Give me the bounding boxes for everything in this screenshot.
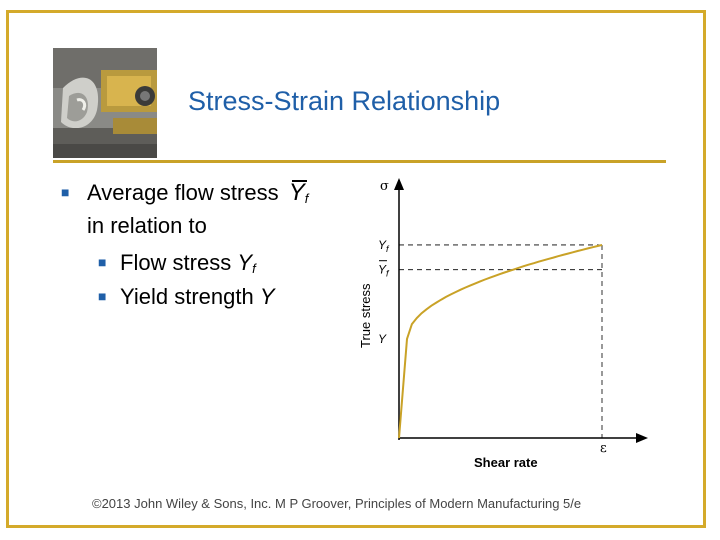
copyright-footer: ©2013 John Wiley & Sons, Inc. M P Groove… [92,496,582,511]
y-axis-label: True stress [358,283,373,348]
y-axis-arrow-icon [394,178,404,190]
bullet-yield-strength: ■ Yield strength Y [98,284,275,310]
x-axis-arrow-icon [636,433,648,443]
bullet-flow-stress: ■ Flow stress Yf [98,250,256,276]
y-marker-subscript: f [386,269,390,279]
flow-stress-chart: σ ε True stress Shear rate Yf Yf Y [358,178,648,470]
square-bullet-icon: ■ [98,254,107,270]
symbol-subscript: f [304,191,309,206]
bullet-average-flow-stress: ■ Average flow stress Yf [61,179,308,207]
y-marker-label: Yf [378,238,390,254]
y-marker-label: Yf [378,263,390,279]
slide-title: Stress-Strain Relationship [188,86,501,116]
x-axis-label: Shear rate [474,455,538,470]
yield-strength-symbol: Y [259,284,275,309]
average-flow-stress-symbol: Y [288,179,307,206]
machining-photo [53,48,157,158]
bullet-text: Average flow stress [87,180,279,205]
y-axis-symbol: σ [380,179,389,194]
y-marker-subscript: f [386,244,390,254]
bullet-text: Flow stress [120,250,232,275]
title-divider [53,160,666,163]
bullet-continuation: in relation to [87,213,207,238]
symbol-subscript: f [252,261,256,276]
y-marker-label: Y [378,332,387,346]
flow-stress-symbol: Y [237,250,253,275]
square-bullet-icon: ■ [61,184,70,200]
x-axis-symbol: ε [600,441,607,456]
square-bullet-icon: ■ [98,288,107,304]
bullet-text: Yield strength [120,284,254,309]
flow-curve-line [398,244,603,439]
